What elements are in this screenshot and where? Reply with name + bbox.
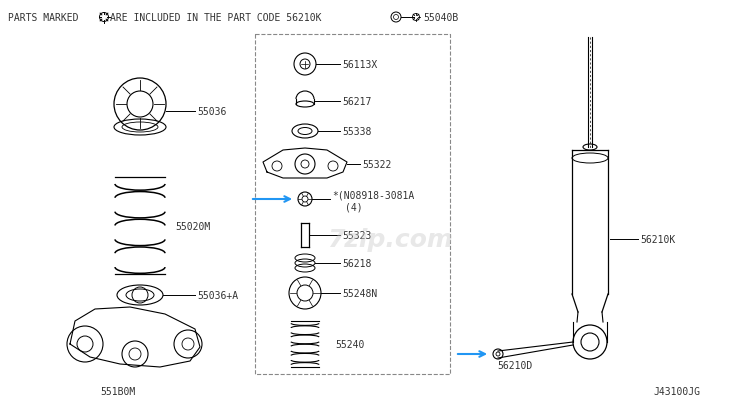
Text: J43100JG: J43100JG [653,386,700,396]
Text: 55338: 55338 [342,127,372,136]
Text: 55036+A: 55036+A [197,290,238,300]
Text: 551B0M: 551B0M [100,386,135,396]
Text: 55248N: 55248N [342,288,377,298]
Text: 7zip.com: 7zip.com [327,228,453,252]
Text: 55036: 55036 [197,107,227,117]
Text: 56210K: 56210K [640,234,675,244]
Text: 55323: 55323 [342,230,372,241]
Text: 56218: 56218 [342,258,372,269]
Text: (4): (4) [345,202,363,213]
Text: 56210D: 56210D [497,360,532,370]
Text: 55322: 55322 [362,160,392,170]
Text: ARE INCLUDED IN THE PART CODE 56210K: ARE INCLUDED IN THE PART CODE 56210K [110,13,322,23]
Text: 55020M: 55020M [175,221,210,231]
Text: 55240: 55240 [335,339,364,349]
Text: 56217: 56217 [342,97,372,107]
Text: PARTS MARKED: PARTS MARKED [8,13,79,23]
Text: 56113X: 56113X [342,60,377,70]
Text: *(N08918-3081A: *(N08918-3081A [332,190,415,200]
Text: 55040B: 55040B [423,13,458,23]
